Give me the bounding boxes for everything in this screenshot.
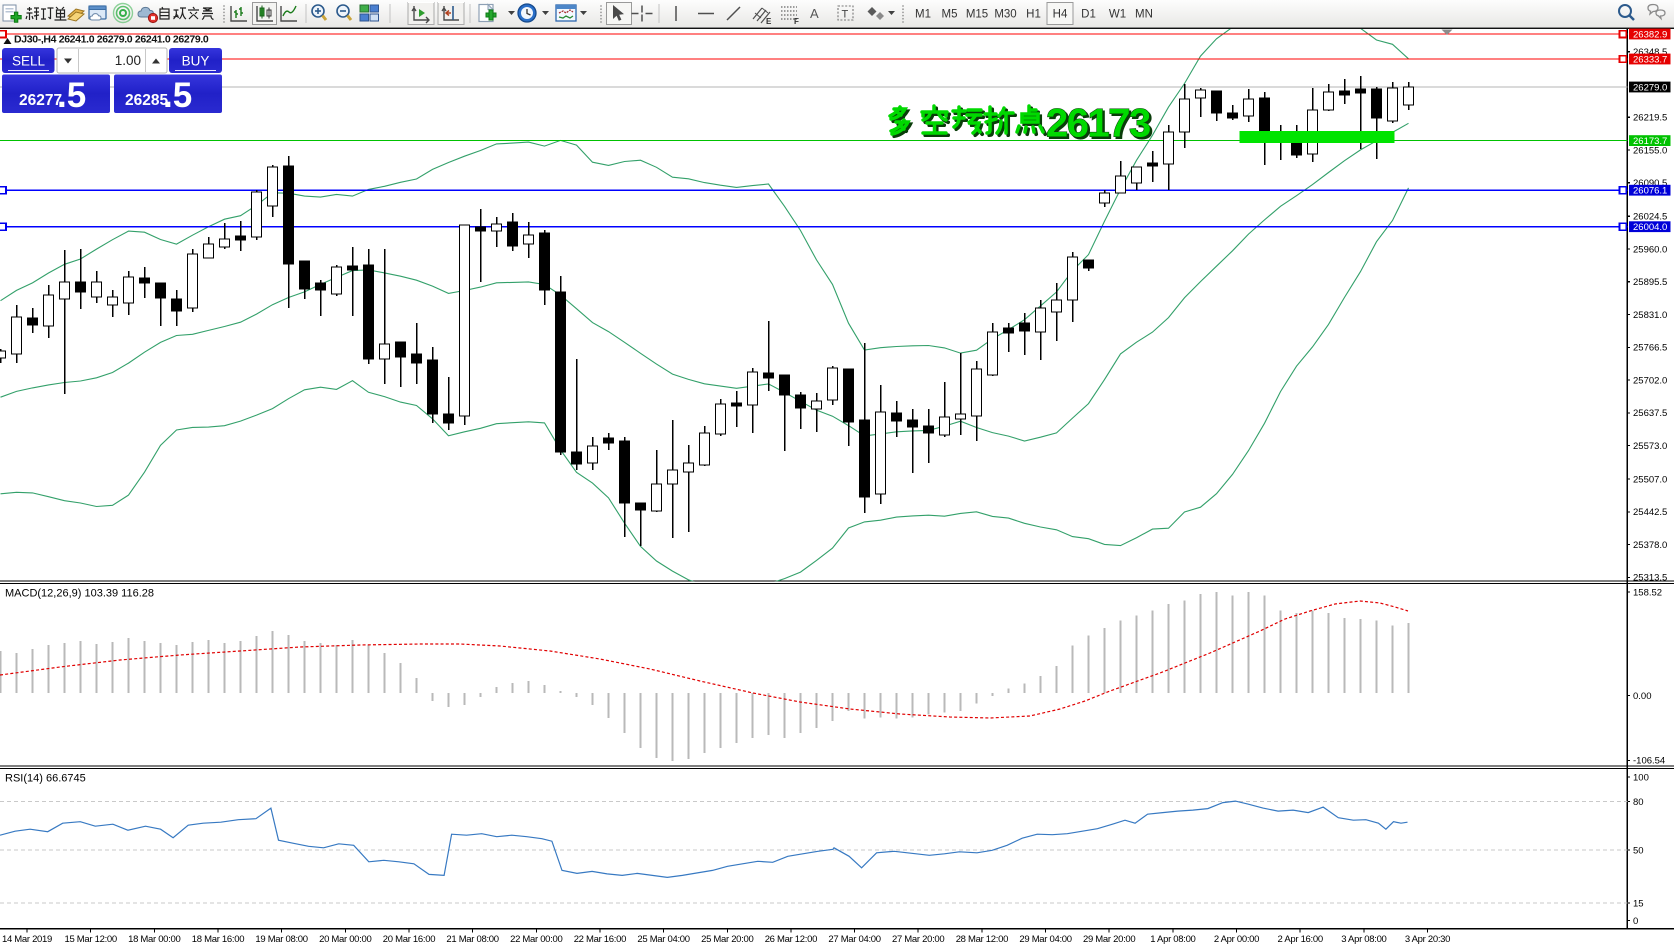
svg-text:MN: MN [1135, 9, 1153, 21]
svg-text:M5: M5 [942, 9, 958, 21]
svg-text:3 Apr 08:00: 3 Apr 08:00 [1341, 934, 1386, 945]
svg-text:M1: M1 [915, 9, 931, 21]
svg-text:25895.5: 25895.5 [1633, 277, 1667, 288]
svg-text:RSI(14) 66.6745: RSI(14) 66.6745 [5, 773, 86, 785]
svg-text:27 Mar 04:00: 27 Mar 04:00 [828, 934, 880, 945]
svg-text:.5: .5 [57, 76, 86, 115]
svg-text:T: T [842, 9, 849, 21]
svg-text:A: A [810, 6, 819, 21]
svg-text:25766.5: 25766.5 [1633, 343, 1667, 354]
svg-text:26219.5: 26219.5 [1633, 113, 1667, 124]
svg-text:25378.0: 25378.0 [1633, 540, 1667, 551]
svg-text:BUY: BUY [182, 54, 210, 69]
svg-text:20 Mar 00:00: 20 Mar 00:00 [319, 934, 371, 945]
svg-text:25831.0: 25831.0 [1633, 310, 1667, 321]
svg-text:25507.0: 25507.0 [1633, 475, 1667, 486]
svg-text:29 Mar 20:00: 29 Mar 20:00 [1083, 934, 1135, 945]
svg-text:25 Mar 20:00: 25 Mar 20:00 [701, 934, 753, 945]
svg-text:MACD(12,26,9) 103.39 116.28: MACD(12,26,9) 103.39 116.28 [5, 588, 154, 600]
svg-text:22 Mar 00:00: 22 Mar 00:00 [510, 934, 562, 945]
svg-text:F: F [794, 17, 799, 26]
svg-text:19 Mar 08:00: 19 Mar 08:00 [255, 934, 307, 945]
svg-text:100: 100 [1633, 772, 1649, 783]
svg-text:26333.7: 26333.7 [1633, 54, 1667, 65]
svg-text:26155.0: 26155.0 [1633, 145, 1667, 156]
svg-text:2 Apr 00:00: 2 Apr 00:00 [1214, 934, 1259, 945]
svg-text:SELL: SELL [12, 54, 46, 69]
svg-text:29 Mar 04:00: 29 Mar 04:00 [1019, 934, 1071, 945]
svg-text:50: 50 [1633, 845, 1644, 856]
svg-text:0.00: 0.00 [1633, 691, 1652, 702]
svg-text:26004.0: 26004.0 [1633, 222, 1667, 233]
svg-text:M30: M30 [994, 9, 1016, 21]
svg-text:D1: D1 [1081, 9, 1096, 21]
svg-text:14 Mar 2019: 14 Mar 2019 [2, 934, 52, 945]
svg-text:26173: 26173 [1046, 102, 1150, 146]
svg-text:0: 0 [1633, 916, 1638, 927]
svg-text:26024.5: 26024.5 [1633, 212, 1667, 223]
svg-text:H1: H1 [1026, 9, 1041, 21]
svg-text:25313.5: 25313.5 [1633, 573, 1667, 584]
svg-text:25 Mar 04:00: 25 Mar 04:00 [637, 934, 689, 945]
svg-text:3 Apr 20:30: 3 Apr 20:30 [1405, 934, 1450, 945]
svg-text:25442.5: 25442.5 [1633, 507, 1667, 518]
svg-text:26285: 26285 [125, 92, 168, 109]
svg-text:DJ30-,H4 26241.0 26279.0 2624: DJ30-,H4 26241.0 26279.0 26241.0 26279.0 [14, 34, 209, 46]
svg-text:25637.5: 25637.5 [1633, 408, 1667, 419]
svg-text:28 Mar 12:00: 28 Mar 12:00 [956, 934, 1008, 945]
svg-text:.5: .5 [163, 76, 192, 115]
svg-text:1.00: 1.00 [115, 53, 141, 68]
svg-text:26090.5: 26090.5 [1633, 178, 1667, 189]
svg-text:26076.1: 26076.1 [1633, 186, 1667, 197]
svg-text:158.52: 158.52 [1633, 587, 1662, 598]
svg-text:26173.7: 26173.7 [1633, 136, 1667, 147]
svg-text:M15: M15 [966, 9, 988, 21]
svg-text:H4: H4 [1053, 9, 1068, 21]
svg-text:80: 80 [1633, 797, 1644, 808]
svg-text:2 Apr 16:00: 2 Apr 16:00 [1278, 934, 1323, 945]
svg-text:25573.0: 25573.0 [1633, 441, 1667, 452]
svg-text:27 Mar 20:00: 27 Mar 20:00 [892, 934, 944, 945]
svg-text:15 Mar 12:00: 15 Mar 12:00 [65, 934, 117, 945]
svg-text:1 Apr 08:00: 1 Apr 08:00 [1150, 934, 1195, 945]
svg-text:15: 15 [1633, 898, 1644, 909]
svg-text:E: E [766, 17, 772, 26]
svg-text:W1: W1 [1109, 9, 1126, 21]
svg-text:21 Mar 08:00: 21 Mar 08:00 [446, 934, 498, 945]
svg-text:25960.0: 25960.0 [1633, 244, 1667, 255]
svg-text:25702.0: 25702.0 [1633, 375, 1667, 386]
svg-text:26279.0: 26279.0 [1633, 82, 1667, 93]
svg-text:26277: 26277 [19, 92, 62, 109]
svg-text:26348.5: 26348.5 [1633, 47, 1667, 58]
svg-text:18 Mar 00:00: 18 Mar 00:00 [128, 934, 180, 945]
svg-text:18 Mar 16:00: 18 Mar 16:00 [192, 934, 244, 945]
svg-text:26382.9: 26382.9 [1633, 29, 1667, 40]
svg-text:26 Mar 12:00: 26 Mar 12:00 [765, 934, 817, 945]
svg-text:20 Mar 16:00: 20 Mar 16:00 [383, 934, 435, 945]
svg-text:22 Mar 16:00: 22 Mar 16:00 [574, 934, 626, 945]
svg-text:-106.54: -106.54 [1633, 756, 1665, 767]
